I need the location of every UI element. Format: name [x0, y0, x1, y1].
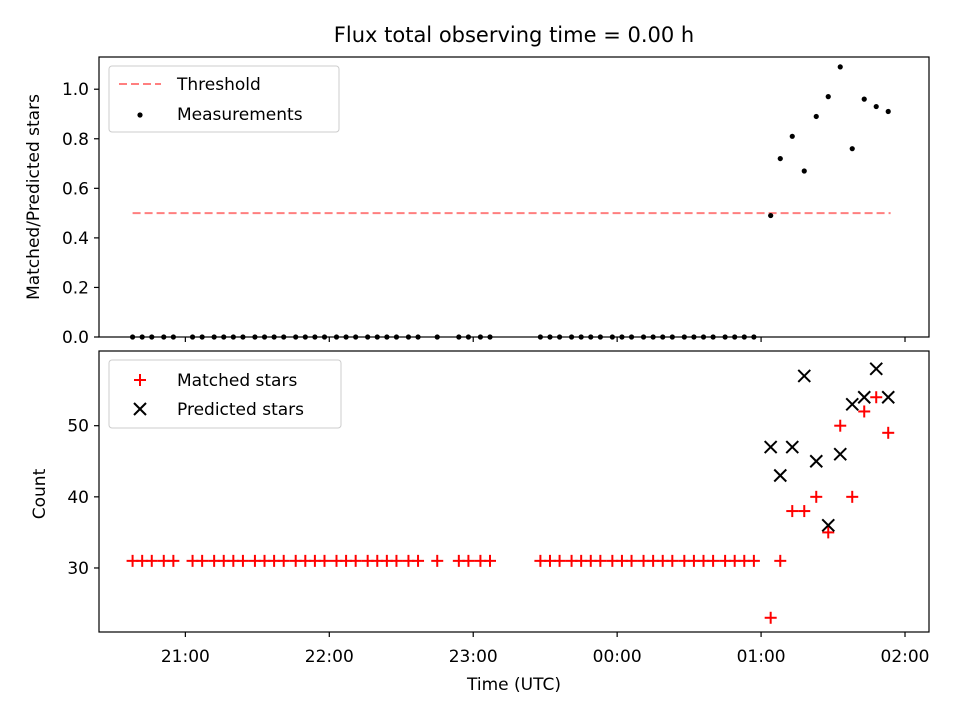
top-y-tick-label-1: 0.2 — [62, 278, 89, 298]
predicted-star-point — [797, 369, 811, 383]
matched-star-point — [625, 554, 638, 567]
legend-threshold-label: Threshold — [176, 75, 261, 95]
matched-star-point — [553, 554, 566, 567]
bottom-legend-box — [108, 359, 342, 429]
matched-star-point — [349, 554, 362, 567]
measurement-point — [873, 103, 879, 110]
matched-star-point — [390, 554, 403, 567]
measurement-point — [789, 133, 795, 139]
predicted-star-point — [869, 362, 883, 376]
matched-star-point — [236, 554, 249, 567]
bottom-legend: Matched stars Predicted stars — [108, 359, 342, 429]
measurement-point — [861, 96, 867, 102]
predicted-star-point — [833, 447, 847, 461]
predicted-star-point — [881, 390, 895, 404]
measurement-point — [849, 146, 855, 152]
predicted-star-point — [845, 397, 859, 412]
matched-star-point — [882, 426, 895, 439]
bottom-y-tick-label-0: 30 — [67, 559, 89, 579]
matched-star-point — [834, 419, 847, 432]
bottom-y-ticks: 30 40 50 — [67, 417, 99, 579]
x-axis-label: Time (UTC) — [466, 675, 561, 695]
bottom-y-tick-label-1: 40 — [67, 488, 89, 508]
top-y-tick-label-2: 0.4 — [62, 229, 89, 249]
matched-star-point — [484, 554, 497, 567]
chart-title: Flux total observing time = 0.00 h — [334, 23, 694, 47]
matched-star-point — [786, 505, 799, 518]
measurement-point — [768, 212, 774, 219]
matched-star-point — [318, 554, 331, 567]
legend-matched-label: Matched stars — [177, 371, 297, 391]
bottom-axes-frame — [98, 350, 930, 633]
bottom-x-tick-label-0: 21:00 — [161, 647, 210, 667]
top-y-ticks: 0.0 0.2 0.4 0.6 0.8 1.0 — [62, 80, 99, 348]
matched-star-point — [858, 405, 871, 418]
legend-measurements-swatch — [137, 112, 143, 118]
matched-star-point — [810, 490, 823, 503]
bottom-x-tick-label-3: 00:00 — [593, 647, 642, 667]
bottom-x-tick-label-2: 23:00 — [449, 647, 498, 667]
matched-star-point — [431, 554, 444, 567]
top-y-tick-label-0: 0.0 — [62, 328, 89, 348]
measurement-point — [813, 113, 819, 120]
matched-star-point — [666, 554, 679, 567]
predicted-star-point — [763, 440, 778, 454]
matched-star-point — [870, 391, 883, 404]
matched-star-point — [764, 611, 777, 624]
predicted-star-point — [809, 454, 823, 468]
matched-star-point — [412, 554, 425, 567]
matched-star-point — [145, 554, 158, 567]
matched-star-point — [774, 554, 787, 567]
top-panel: 0.0 0.2 0.4 0.6 0.8 1.0 Matched/Predicted sta… — [24, 56, 930, 348]
top-y-tick-label-3: 0.6 — [62, 179, 89, 199]
predicted-star-point — [821, 518, 835, 532]
bottom-x-ticks: 21:00 22:00 23:00 00:00 01:00 02:00 — [161, 632, 930, 667]
top-y-tick-label-5: 1.0 — [62, 80, 89, 100]
measurement-point — [825, 94, 831, 100]
predicted-star-point — [773, 468, 787, 483]
top-x-ticks — [184, 337, 906, 342]
legend-predicted-swatch — [133, 402, 147, 416]
top-y-axis-label: Matched/Predicted stars — [24, 94, 44, 300]
matched-star-point — [462, 554, 475, 567]
top-axes-frame — [98, 56, 930, 338]
matched-star-point — [167, 554, 180, 567]
matched-star-point — [196, 554, 209, 567]
legend-measurements-label: Measurements — [177, 105, 303, 125]
measurement-point — [777, 155, 783, 162]
matched-star-point — [798, 505, 811, 518]
measurement-point — [801, 168, 807, 174]
measurement-point — [837, 64, 843, 70]
matched-star-point — [594, 554, 607, 567]
top-legend-box — [108, 65, 340, 133]
matched-star-point — [822, 526, 835, 539]
bottom-x-tick-label-4: 01:00 — [737, 647, 786, 667]
bottom-x-tick-label-5: 02:00 — [881, 647, 930, 667]
legend-predicted-label: Predicted stars — [177, 400, 304, 420]
matched-star-point — [707, 554, 720, 567]
top-legend: Threshold Measurements — [108, 65, 340, 133]
matched-star-point — [277, 554, 290, 567]
measurement-point — [885, 108, 891, 115]
predicted-star-point — [857, 390, 871, 404]
bottom-x-tick-label-1: 22:00 — [305, 647, 354, 667]
bottom-y-tick-label-2: 50 — [67, 417, 89, 437]
legend-matched-swatch — [134, 374, 146, 386]
matched-star-point — [846, 490, 859, 503]
bottom-y-axis-label: Count — [30, 468, 50, 519]
top-y-tick-label-4: 0.8 — [62, 130, 89, 150]
predicted-star-point — [785, 440, 799, 454]
bottom-panel: 21:00 22:00 23:00 00:00 01:00 02:00 30 40 50 Co… — [30, 350, 930, 695]
bottom-marks — [126, 362, 895, 624]
matched-star-point — [747, 554, 760, 567]
